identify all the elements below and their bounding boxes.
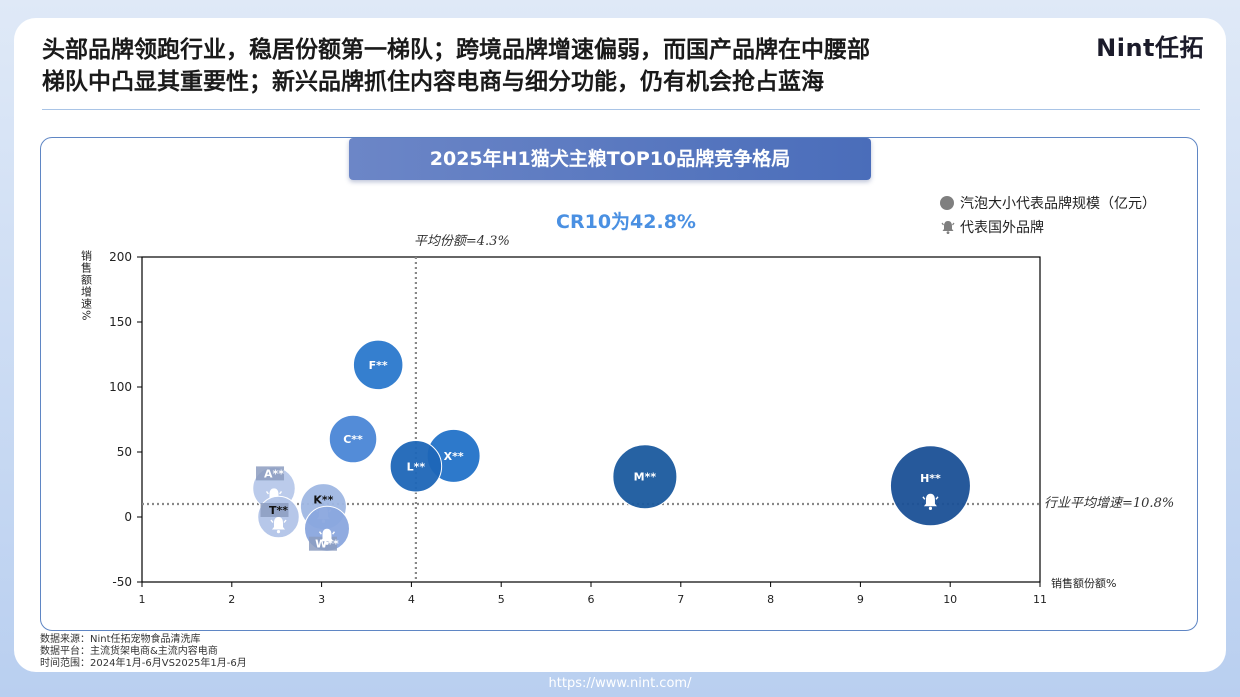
y-tick-label: -50 xyxy=(112,575,132,589)
nint-logo: Nint任拓 xyxy=(1096,34,1204,62)
bubble-label: T** xyxy=(269,504,288,517)
bubble-label: M** xyxy=(634,471,657,484)
x-tick-label: 9 xyxy=(857,593,864,606)
footer-source: 数据来源：Nint任拓宠物食品清洗库 xyxy=(40,634,201,645)
cr10-label: CR10为42.8% xyxy=(556,210,696,233)
footer-period: 时间范围：2024年1月-6月VS2025年1月-6月 xyxy=(40,658,247,669)
bubble-circle xyxy=(612,444,678,510)
bubble-t: T** xyxy=(257,495,300,539)
header-divider xyxy=(42,109,1200,110)
chart-legend: 汽泡大小代表品牌规模（亿元） 代表国外品牌 xyxy=(940,191,1156,239)
legend-foreign-text: 代表国外品牌 xyxy=(960,220,1044,236)
bubble-circle xyxy=(889,445,971,527)
x-tick-label: 8 xyxy=(767,593,774,606)
bubble-circle xyxy=(352,339,404,391)
legend-size-text: 汽泡大小代表品牌规模（亿元） xyxy=(960,196,1156,212)
bubble-label: F** xyxy=(369,359,388,372)
bubble-l: L** xyxy=(389,440,443,493)
bubble-label: X** xyxy=(444,450,464,463)
x-tick-label: 11 xyxy=(1033,593,1047,606)
foreign-brand-icon xyxy=(922,493,939,510)
bell-rays xyxy=(318,531,336,535)
headline: 头部品牌领跑行业，稳居份额第一梯队；跨境品牌增速偏弱，而国产品牌在中腰部 梯队中… xyxy=(42,34,1002,98)
x-tick-label: 7 xyxy=(677,593,684,606)
bubble-h: H** xyxy=(889,445,971,527)
bubble-circle xyxy=(328,414,378,464)
bubble-circle xyxy=(389,440,443,493)
y-tick-label: 50 xyxy=(117,445,132,459)
x-tick-label: 6 xyxy=(588,593,595,606)
foreign-brand-icon xyxy=(318,528,336,545)
chart-frame xyxy=(40,137,1198,631)
legend-foreign-row: 代表国外品牌 xyxy=(940,215,1156,239)
bubble-size-icon xyxy=(940,196,954,210)
footer-platform: 数据平台：主流货架电商&主流内容电商 xyxy=(40,646,218,657)
bubble-label: L** xyxy=(407,460,426,473)
x-axis-label: 销售额份额% xyxy=(1051,576,1116,590)
y-axis-label: 销售额增速% xyxy=(80,249,93,322)
bell-rays xyxy=(270,519,287,523)
bubble-f: F** xyxy=(352,339,404,391)
bell-rays xyxy=(265,490,283,495)
bubble-label: C** xyxy=(343,433,363,446)
legend-size-row: 汽泡大小代表品牌规模（亿元） xyxy=(940,191,1156,215)
x-tick-label: 1 xyxy=(139,593,146,606)
x-tick-label: 2 xyxy=(228,593,235,606)
avg-share-label: 平均份额=4.3% xyxy=(414,234,510,249)
headline-line-1: 头部品牌领跑行业，稳居份额第一梯队；跨境品牌增速偏弱，而国产品牌在中腰部 xyxy=(42,37,870,63)
website-url[interactable]: https://www.nint.com/ xyxy=(548,676,692,691)
bell-body xyxy=(923,493,937,507)
bubble-tag xyxy=(256,466,285,481)
bell-body xyxy=(320,528,334,542)
bubble-w: W** xyxy=(303,505,350,552)
y-tick-label: 100 xyxy=(109,380,132,394)
foreign-brand-icon xyxy=(941,221,955,234)
bell-rays xyxy=(922,496,939,500)
y-tick-label: 150 xyxy=(109,315,132,329)
bubble-label: H** xyxy=(920,472,941,485)
bubble-c: C** xyxy=(328,414,378,464)
x-tick-label: 3 xyxy=(318,593,325,606)
bubble-tag xyxy=(260,503,289,517)
bubble-m: M** xyxy=(612,444,678,510)
x-tick-label: 10 xyxy=(943,593,957,606)
avg-growth-label: 行业平均增速=10.8% xyxy=(1044,496,1174,511)
bell-clapper xyxy=(928,506,933,510)
footer-notes: 数据来源：Nint任拓宠物食品清洗库 数据平台：主流货架电商&主流内容电商 时间… xyxy=(40,634,247,670)
bell-clapper xyxy=(276,530,281,534)
bell-body xyxy=(271,517,285,530)
x-tick-label: 5 xyxy=(498,593,505,606)
x-tick-label: 4 xyxy=(408,593,415,606)
bubble-label: K** xyxy=(313,494,333,507)
bubble-label: A** xyxy=(264,467,284,480)
y-tick-label: 200 xyxy=(109,250,132,264)
headline-line-2: 梯队中凸显其重要性；新兴品牌抓住内容电商与细分功能，仍有机会抢占蓝海 xyxy=(42,69,824,95)
chart-title-banner: 2025年H1猫犬主粮TOP10品牌竞争格局 xyxy=(349,138,871,180)
y-tick-label: 0 xyxy=(124,510,132,524)
foreign-brand-icon xyxy=(270,517,287,534)
bell-clapper xyxy=(325,541,329,545)
